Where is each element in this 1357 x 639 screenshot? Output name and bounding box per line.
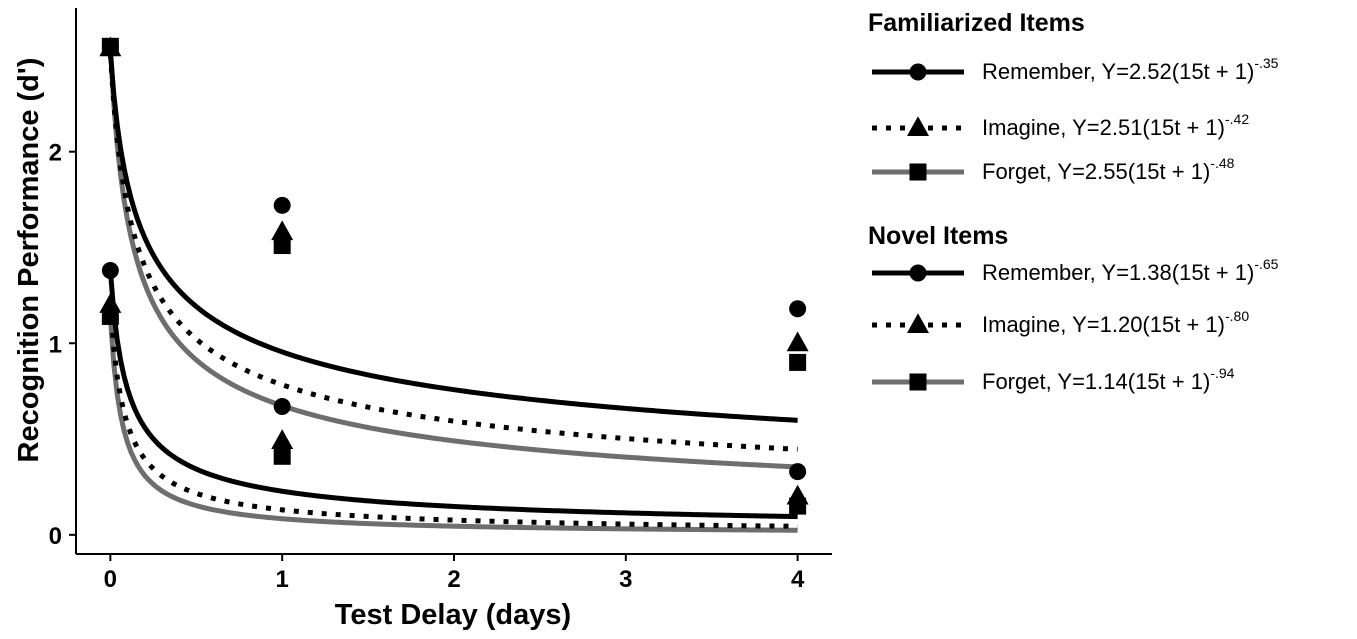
legend-label: Imagine, Y=2.51(15t + 1)-.42 (982, 111, 1249, 141)
series-curve-forget (107, 316, 798, 533)
series-curve-forget (107, 46, 798, 470)
y-axis-title: Recognition Performance (d') (13, 58, 45, 463)
legend-key-imagine (872, 313, 964, 333)
data-point-remember (273, 196, 291, 214)
data-point-forget (273, 237, 291, 255)
legend-entry-forget: Forget, Y=1.14(15t + 1)-.94 (868, 362, 1348, 402)
legend-exponent: -.80 (1224, 308, 1250, 324)
legend-formula: Forget, Y=1.14(15t + 1) (982, 369, 1211, 394)
data-point-remember (273, 397, 291, 415)
legend-exponent: -.65 (1254, 256, 1279, 272)
data-point-remember (789, 463, 807, 481)
legend-formula: Remember, Y=1.38(15t + 1) (982, 260, 1255, 285)
y-tick-label: 2 (49, 140, 62, 167)
legend-group-title-novel: Novel Items (868, 222, 1009, 250)
legend-entry-imagine: Imagine, Y=1.20(15t + 1)-.80 (868, 305, 1348, 345)
data-point-imagine (271, 220, 294, 241)
data-point-forget (789, 353, 807, 371)
legend-formula: Imagine, Y=1.20(15t + 1) (982, 312, 1225, 337)
legend-exponent: -.48 (1210, 155, 1235, 171)
legend-exponent: -.42 (1224, 111, 1250, 127)
legend-entry-remember: Remember, Y=2.52(15t + 1)-.35 (868, 52, 1348, 92)
legend-marker-square (909, 163, 927, 181)
series-curve-remember (107, 51, 798, 423)
data-point-forget (101, 307, 119, 325)
legend-label: Remember, Y=1.38(15t + 1)-.65 (982, 256, 1278, 286)
legend-marker-circle (909, 264, 927, 282)
series-markers (99, 36, 809, 515)
data-point-remember (101, 261, 119, 279)
legend-exponent: -.94 (1210, 365, 1235, 381)
legend-key-forget (872, 163, 964, 181)
series-curve-imagine (107, 304, 798, 529)
legend: Familiarized Items Novel Items Remember,… (868, 0, 1348, 639)
x-ticks: 0 1 2 3 4 (104, 554, 805, 593)
data-point-forget (101, 37, 119, 55)
x-tick-label: 3 (619, 566, 632, 593)
x-tick-label: 1 (276, 566, 289, 593)
legend-group-title-familiarized: Familiarized Items (868, 9, 1085, 37)
legend-marker-triangle (907, 313, 929, 333)
legend-label: Forget, Y=1.14(15t + 1)-.94 (982, 365, 1234, 395)
data-point-imagine (786, 331, 809, 352)
legend-entry-imagine: Imagine, Y=2.51(15t + 1)-.42 (868, 108, 1348, 148)
legend-marker-circle (909, 63, 927, 81)
legend-key-remember (872, 63, 964, 81)
legend-key-imagine (872, 116, 964, 136)
legend-entry-remember: Remember, Y=1.38(15t + 1)-.65 (868, 253, 1348, 293)
legend-label: Imagine, Y=1.20(15t + 1)-.80 (982, 308, 1249, 338)
x-tick-label: 0 (104, 566, 117, 593)
legend-exponent: -.35 (1254, 55, 1279, 71)
data-point-remember (789, 300, 807, 318)
y-tick-label: 1 (49, 331, 62, 358)
legend-formula: Forget, Y=2.55(15t + 1) (982, 159, 1211, 184)
data-point-imagine (271, 429, 294, 449)
data-point-forget (273, 447, 291, 465)
legend-formula: Remember, Y=2.52(15t + 1) (982, 59, 1255, 84)
series-curves (107, 46, 798, 533)
legend-marker-triangle (907, 116, 929, 136)
data-point-forget (789, 497, 807, 515)
legend-key-remember (872, 264, 964, 282)
legend-label: Remember, Y=2.52(15t + 1)-.35 (982, 55, 1278, 85)
x-axis-title: Test Delay (days) (335, 599, 571, 631)
series-curve-remember (107, 270, 798, 520)
y-tick-label: 0 (49, 523, 62, 550)
legend-marker-square (909, 373, 927, 391)
y-ticks: 0 1 2 (49, 140, 76, 550)
x-tick-label: 4 (791, 566, 805, 593)
x-tick-label: 2 (447, 566, 460, 593)
legend-key-forget (872, 373, 964, 391)
legend-formula: Imagine, Y=2.51(15t + 1) (982, 115, 1225, 140)
legend-entry-forget: Forget, Y=2.55(15t + 1)-.48 (868, 152, 1348, 192)
legend-label: Forget, Y=2.55(15t + 1)-.48 (982, 155, 1234, 185)
